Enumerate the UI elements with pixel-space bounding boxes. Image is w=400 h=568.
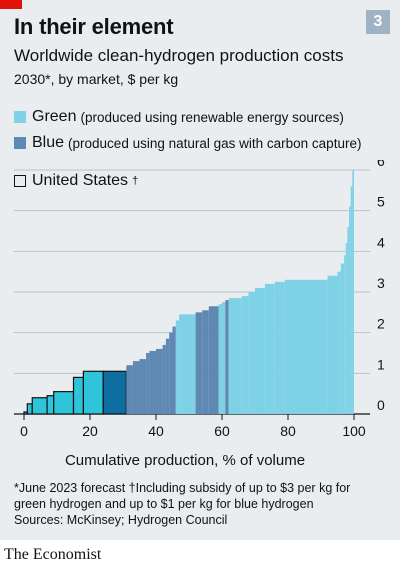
bar-segment-22 <box>208 306 219 414</box>
legend-swatch-blue <box>14 137 26 149</box>
bar-segment-30 <box>264 283 275 414</box>
bar-segment-34 <box>337 271 341 414</box>
legend-label-green: Green <box>32 108 77 125</box>
bar-segment-14 <box>162 344 166 414</box>
bar-segment-32 <box>284 279 328 414</box>
bar-segment-37 <box>345 243 348 414</box>
y-tick-label-1: 1 <box>377 356 385 372</box>
legend-label-us: United States <box>32 172 129 189</box>
footnote-line-2: green hydrogen and up to $1 per kg for b… <box>14 497 314 511</box>
bar-segment-25 <box>225 300 229 414</box>
bar-segment-3 <box>46 395 55 415</box>
bar-segment-19 <box>179 314 196 414</box>
legend-item-green: Green (produced using renewable energy s… <box>14 108 344 126</box>
bar-segment-23 <box>218 304 222 414</box>
y-tick-label-5: 5 <box>377 194 385 210</box>
x-tick-label-0: 0 <box>20 423 28 439</box>
bar-segment-29 <box>255 287 265 414</box>
bar-segment-38 <box>347 226 350 414</box>
bar-segment-31 <box>274 281 285 414</box>
x-tick-label-20: 20 <box>82 423 98 439</box>
chart-title: In their element <box>14 14 174 39</box>
bar-segment-13 <box>156 348 163 414</box>
x-tick-label-80: 80 <box>280 423 296 439</box>
bar-segment-18 <box>175 320 180 414</box>
chart-number-badge: 3 <box>366 10 390 34</box>
bar-segment-7 <box>102 370 127 415</box>
bar-segment-24 <box>222 302 226 414</box>
bar-segment-6 <box>82 370 104 415</box>
x-tick-label-100: 100 <box>342 423 366 439</box>
bar-segment-36 <box>344 255 346 414</box>
footnote-line-1: *June 2023 forecast †Including subsidy o… <box>14 481 351 495</box>
chart-unit-line: 2030*, by market, $ per kg <box>14 71 179 87</box>
bar-segment-4 <box>53 391 75 415</box>
chart-subtitle: Worldwide clean-hydrogen production cost… <box>14 46 344 65</box>
legend-item-blue: Blue (produced using natural gas with ca… <box>14 134 361 152</box>
bar-segment-1 <box>26 403 33 415</box>
bar-segment-11 <box>146 353 150 414</box>
bar-segment-41 <box>352 170 354 414</box>
y-tick-label-3: 3 <box>377 275 385 291</box>
y-tick-label-0: 0 <box>377 397 385 413</box>
legend-swatch-green <box>14 111 26 123</box>
chart-card: 3 In their element Worldwide clean-hydro… <box>0 0 400 540</box>
bar-segment-15 <box>165 338 170 414</box>
bar-segment-40 <box>350 186 353 414</box>
legend-item-us: United States † <box>14 172 138 190</box>
bar-segment-10 <box>139 359 147 414</box>
bar-segment-8 <box>126 365 133 414</box>
footnote: *June 2023 forecast †Including subsidy o… <box>14 480 394 528</box>
bar-segment-17 <box>172 326 176 414</box>
bar-segment-5 <box>72 376 84 415</box>
x-tick-label-60: 60 <box>214 423 230 439</box>
bar-segment-35 <box>340 263 345 414</box>
bar-segment-26 <box>228 298 242 414</box>
y-tick-label-4: 4 <box>377 234 385 250</box>
x-tick-label-40: 40 <box>148 423 164 439</box>
footnote-line-3: Sources: McKinsey; Hydrogen Council <box>14 513 228 527</box>
bar-segment-16 <box>169 332 173 414</box>
bar-segment-9 <box>132 361 140 414</box>
bar-segment-28 <box>248 292 255 414</box>
legend-desc-blue: (produced using natural gas with carbon … <box>68 135 362 151</box>
legend-swatch-us <box>14 175 26 187</box>
bar-segment-33 <box>327 275 338 414</box>
legend-label-blue: Blue <box>32 134 65 151</box>
bar-segment-20 <box>195 312 203 414</box>
legend-us-dagger: † <box>132 175 139 187</box>
bar-segment-21 <box>202 310 209 414</box>
x-axis-label: Cumulative production, % of volume <box>64 452 306 469</box>
bar-segment-39 <box>349 206 351 414</box>
legend-desc-green: (produced using renewable energy sources… <box>80 109 344 125</box>
publisher-logo: The Economist <box>4 546 102 563</box>
y-tick-label-2: 2 <box>377 316 385 332</box>
y-tick-label-6: 6 <box>377 160 385 169</box>
bar-segment-12 <box>149 350 156 414</box>
bar-segment-27 <box>241 296 249 414</box>
brand-red-tag <box>0 0 22 9</box>
bar-segment-2 <box>31 397 48 415</box>
